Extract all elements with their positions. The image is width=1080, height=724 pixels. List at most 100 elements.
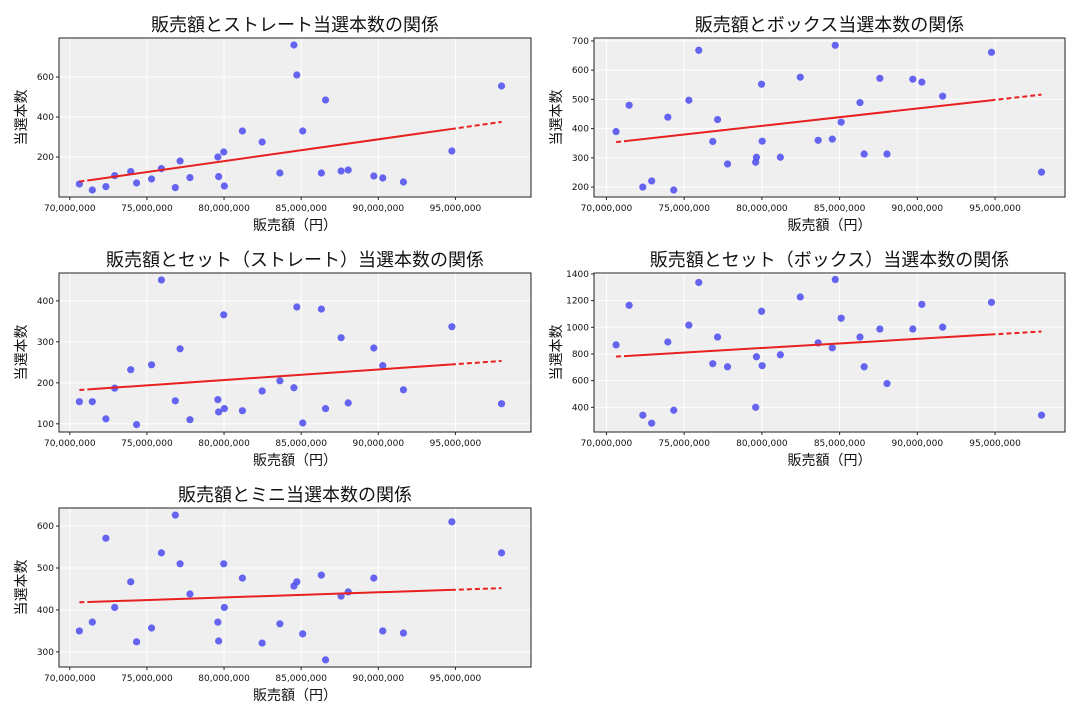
data-point bbox=[498, 549, 505, 556]
data-point bbox=[714, 333, 721, 340]
data-point bbox=[214, 153, 221, 160]
data-point bbox=[639, 183, 646, 190]
data-point bbox=[172, 512, 179, 519]
x-tick-label: 85,000,000 bbox=[814, 439, 866, 449]
data-point bbox=[111, 604, 118, 611]
data-point bbox=[639, 412, 646, 419]
y-tick-label: 1400 bbox=[566, 270, 589, 280]
data-point bbox=[759, 362, 766, 369]
data-point bbox=[338, 334, 345, 341]
data-point bbox=[318, 169, 325, 176]
data-point bbox=[626, 102, 633, 109]
data-point bbox=[1038, 412, 1045, 419]
data-point bbox=[909, 76, 916, 83]
y-tick-label: 200 bbox=[37, 379, 54, 389]
data-point bbox=[322, 96, 329, 103]
data-point bbox=[918, 301, 925, 308]
data-point bbox=[220, 311, 227, 318]
data-point bbox=[221, 604, 228, 611]
data-point bbox=[276, 620, 283, 627]
data-point bbox=[709, 360, 716, 367]
data-point bbox=[498, 82, 505, 89]
data-point bbox=[186, 174, 193, 181]
data-point bbox=[709, 138, 716, 145]
data-point bbox=[400, 178, 407, 185]
data-point bbox=[89, 186, 96, 193]
x-tick-label: 90,000,000 bbox=[892, 439, 944, 449]
data-point bbox=[379, 174, 386, 181]
data-point bbox=[158, 549, 165, 556]
y-tick-label: 400 bbox=[37, 113, 54, 123]
data-point bbox=[758, 308, 765, 315]
x-tick-label: 95,000,000 bbox=[430, 439, 482, 449]
data-point bbox=[186, 590, 193, 597]
x-tick-label: 70,000,000 bbox=[44, 674, 96, 684]
x-tick-label: 75,000,000 bbox=[658, 204, 710, 214]
data-point bbox=[214, 619, 221, 626]
data-point bbox=[215, 173, 222, 180]
data-point bbox=[670, 407, 677, 414]
data-point bbox=[127, 578, 134, 585]
y-tick-label: 400 bbox=[37, 297, 54, 307]
data-point bbox=[299, 127, 306, 134]
data-point bbox=[299, 630, 306, 637]
y-axis-label: 当選本数 bbox=[549, 325, 565, 381]
y-tick-label: 500 bbox=[37, 564, 54, 574]
y-tick-label: 100 bbox=[37, 420, 54, 430]
data-point bbox=[290, 41, 297, 48]
data-point bbox=[345, 399, 352, 406]
y-tick-label: 800 bbox=[572, 350, 589, 360]
y-tick-label: 1200 bbox=[566, 297, 589, 307]
data-point bbox=[1038, 169, 1045, 176]
data-point bbox=[918, 79, 925, 86]
data-point bbox=[832, 276, 839, 283]
x-tick-label: 85,000,000 bbox=[275, 674, 327, 684]
data-point bbox=[102, 415, 109, 422]
data-point bbox=[259, 639, 266, 646]
x-axis-label: 販売額（円） bbox=[253, 453, 337, 469]
y-axis-label: 当選本数 bbox=[14, 325, 30, 381]
data-point bbox=[670, 186, 677, 193]
y-tick-label: 600 bbox=[37, 73, 54, 83]
data-point bbox=[856, 99, 863, 106]
data-point bbox=[221, 182, 228, 189]
data-point bbox=[752, 404, 759, 411]
y-tick-label: 200 bbox=[572, 183, 589, 193]
data-point bbox=[876, 325, 883, 332]
data-point bbox=[876, 75, 883, 82]
data-point bbox=[400, 386, 407, 393]
data-point bbox=[276, 169, 283, 176]
y-tick-label: 200 bbox=[37, 153, 54, 163]
data-point bbox=[939, 324, 946, 331]
data-point bbox=[293, 71, 300, 78]
subplot-title: 販売額とセット（ストレート）当選本数の関係 bbox=[106, 250, 484, 271]
data-point bbox=[939, 93, 946, 100]
x-tick-label: 90,000,000 bbox=[353, 204, 405, 214]
data-point bbox=[753, 154, 760, 161]
data-point bbox=[829, 344, 836, 351]
data-point bbox=[89, 619, 96, 626]
data-point bbox=[797, 293, 804, 300]
y-tick-label: 600 bbox=[572, 66, 589, 76]
x-tick-label: 95,000,000 bbox=[430, 674, 482, 684]
data-point bbox=[176, 157, 183, 164]
data-point bbox=[777, 351, 784, 358]
data-point bbox=[214, 396, 221, 403]
data-point bbox=[290, 384, 297, 391]
data-point bbox=[259, 387, 266, 394]
data-point bbox=[76, 627, 83, 634]
x-tick-label: 90,000,000 bbox=[353, 674, 405, 684]
data-point bbox=[379, 627, 386, 634]
data-point bbox=[648, 420, 655, 427]
subplot-title: 販売額とセット（ボックス）当選本数の関係 bbox=[650, 250, 1009, 271]
data-point bbox=[988, 49, 995, 56]
data-point bbox=[186, 416, 193, 423]
y-tick-label: 500 bbox=[572, 95, 589, 105]
data-point bbox=[299, 419, 306, 426]
data-point bbox=[176, 345, 183, 352]
data-point bbox=[133, 421, 140, 428]
